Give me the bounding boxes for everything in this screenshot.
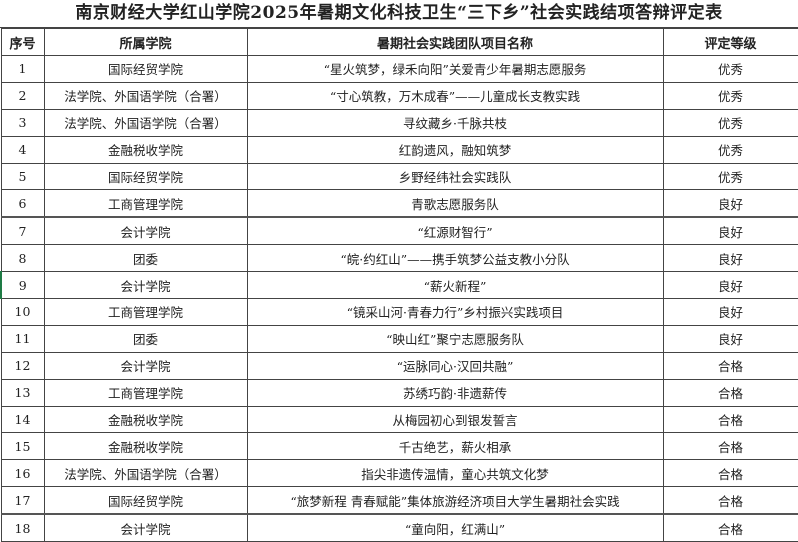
cell-grade[interactable]: 优秀 — [662, 55, 798, 83]
header-project[interactable]: 暑期社会实践团队项目名称 — [246, 28, 664, 56]
cell-index[interactable]: 4 — [0, 135, 45, 164]
cell-college[interactable]: 工商管理学院 — [43, 378, 248, 407]
table-row: 9 会计学院 “薪火新程” 良好 — [0, 271, 798, 300]
cell-index[interactable]: 9 — [0, 271, 45, 300]
cell-project[interactable]: “映山红”聚宁志愿服务队 — [246, 324, 664, 353]
cell-project[interactable]: “镜采山河·青春力行”乡村振兴实践项目 — [246, 298, 664, 326]
cell-grade[interactable]: 合格 — [662, 351, 798, 380]
evaluation-table: 序号 所属学院 暑期社会实践团队项目名称 评定等级 1 国际经贸学院 “星火筑梦，绿… — [0, 28, 798, 542]
table-row: 18 会计学院 “童向阳，红满山” 合格 — [0, 513, 798, 542]
header-college[interactable]: 所属学院 — [43, 28, 248, 56]
cell-index[interactable]: 18 — [0, 513, 45, 542]
cell-grade[interactable]: 优秀 — [662, 135, 798, 164]
cell-index[interactable]: 2 — [0, 81, 45, 110]
cell-index[interactable]: 1 — [0, 55, 45, 83]
table-row: 1 国际经贸学院 “星火筑梦，绿禾向阳”关爱青少年暑期志愿服务 优秀 — [0, 55, 798, 83]
cell-project[interactable]: “星火筑梦，绿禾向阳”关爱青少年暑期志愿服务 — [246, 55, 664, 83]
cell-grade[interactable]: 优秀 — [662, 108, 798, 137]
cell-college[interactable]: 国际经贸学院 — [43, 55, 248, 83]
cell-index[interactable]: 12 — [0, 351, 45, 380]
cell-college[interactable]: 会计学院 — [43, 513, 248, 542]
cell-college[interactable]: 团委 — [43, 324, 248, 353]
cell-college[interactable]: 国际经贸学院 — [43, 162, 248, 191]
cell-project[interactable]: 红韵遗风，融知筑梦 — [246, 135, 664, 164]
cell-project[interactable]: 乡野经纬社会实践队 — [246, 162, 664, 191]
cell-grade[interactable]: 合格 — [662, 486, 798, 516]
cell-grade[interactable]: 良好 — [662, 324, 798, 353]
cell-grade[interactable]: 合格 — [662, 378, 798, 407]
cell-college[interactable]: 会计学院 — [43, 351, 248, 380]
header-row: 序号 所属学院 暑期社会实践团队项目名称 评定等级 — [0, 28, 798, 56]
cell-index[interactable]: 8 — [0, 244, 45, 273]
cell-index[interactable]: 14 — [0, 405, 45, 434]
table-row: 11 团委 “映山红”聚宁志愿服务队 良好 — [0, 324, 798, 353]
cell-college[interactable]: 法学院、外国语学院（合署） — [43, 81, 248, 110]
cell-index[interactable]: 5 — [0, 162, 45, 191]
table-row: 2 法学院、外国语学院（合署） “寸心筑教，万木成春”——儿童成长支教实践 优秀 — [0, 81, 798, 110]
header-grade[interactable]: 评定等级 — [662, 28, 798, 56]
cell-grade[interactable]: 合格 — [662, 459, 798, 488]
cell-index[interactable]: 17 — [0, 486, 45, 516]
cell-project[interactable]: “薪火新程” — [246, 271, 664, 300]
cell-index[interactable]: 3 — [0, 108, 45, 137]
cell-college[interactable]: 金融税收学院 — [43, 405, 248, 434]
cell-college[interactable]: 工商管理学院 — [43, 298, 248, 326]
table-row: 10 工商管理学院 “镜采山河·青春力行”乡村振兴实践项目 良好 — [0, 298, 798, 326]
cell-college[interactable]: 团委 — [43, 244, 248, 273]
cell-college[interactable]: 会计学院 — [43, 271, 248, 300]
table-row: 17 国际经贸学院 “旅梦新程 青春赋能”集体旅游经济项目大学生暑期社会实践 合格 — [0, 486, 798, 516]
cell-college[interactable]: 国际经贸学院 — [43, 486, 248, 516]
cell-index[interactable]: 15 — [0, 432, 45, 461]
cell-project[interactable]: 苏绣巧韵·非遗薪传 — [246, 378, 664, 407]
cell-college[interactable]: 会计学院 — [43, 216, 248, 246]
cell-college[interactable]: 工商管理学院 — [43, 189, 248, 219]
cell-college[interactable]: 法学院、外国语学院（合署） — [43, 459, 248, 488]
cell-project[interactable]: “红源财智行” — [246, 216, 664, 246]
cell-college[interactable]: 法学院、外国语学院（合署） — [43, 108, 248, 137]
cell-index[interactable]: 16 — [0, 459, 45, 488]
table-row: 8 团委 “皖·约红山”——携手筑梦公益支教小分队 良好 — [0, 244, 798, 273]
cell-grade[interactable]: 良好 — [662, 216, 798, 246]
table-row: 16 法学院、外国语学院（合署） 指尖非遗传温情，童心共筑文化梦 合格 — [0, 459, 798, 488]
cell-project[interactable]: “旅梦新程 青春赋能”集体旅游经济项目大学生暑期社会实践 — [246, 486, 664, 516]
cell-project[interactable]: 指尖非遗传温情，童心共筑文化梦 — [246, 459, 664, 488]
table-row: 14 金融税收学院 从梅园初心到银发誓言 合格 — [0, 405, 798, 434]
cell-index[interactable]: 6 — [0, 189, 45, 219]
cell-project[interactable]: 青歌志愿服务队 — [246, 189, 664, 219]
header-index[interactable]: 序号 — [0, 28, 45, 56]
cell-grade[interactable]: 合格 — [662, 513, 798, 542]
table-row: 5 国际经贸学院 乡野经纬社会实践队 优秀 — [0, 162, 798, 191]
cell-project[interactable]: 寻纹藏乡·千脉共枝 — [246, 108, 664, 137]
cell-project[interactable]: “童向阳，红满山” — [246, 513, 664, 542]
cell-grade[interactable]: 良好 — [662, 244, 798, 273]
table-row: 7 会计学院 “红源财智行” 良好 — [0, 216, 798, 246]
cell-index[interactable]: 7 — [0, 216, 45, 246]
cell-grade[interactable]: 优秀 — [662, 162, 798, 191]
cell-project[interactable]: “寸心筑教，万木成春”——儿童成长支教实践 — [246, 81, 664, 110]
table-row: 12 会计学院 “运脉同心·汉回共融” 合格 — [0, 351, 798, 380]
cell-grade[interactable]: 优秀 — [662, 81, 798, 110]
table-row: 15 金融税收学院 千古绝艺，薪火相承 合格 — [0, 432, 798, 461]
cell-grade[interactable]: 合格 — [662, 405, 798, 434]
sheet-title: 南京财经大学红山学院2025年暑期文化科技卫生“三下乡”社会实践结项答辩评定表 — [0, 0, 798, 28]
cell-project[interactable]: “运脉同心·汉回共融” — [246, 351, 664, 380]
cell-project[interactable]: “皖·约红山”——携手筑梦公益支教小分队 — [246, 244, 664, 273]
cell-index[interactable]: 13 — [0, 378, 45, 407]
table-row: 6 工商管理学院 青歌志愿服务队 良好 — [0, 189, 798, 219]
table-row: 13 工商管理学院 苏绣巧韵·非遗薪传 合格 — [0, 378, 798, 407]
cell-grade[interactable]: 合格 — [662, 432, 798, 461]
cell-grade[interactable]: 良好 — [662, 189, 798, 219]
table-row: 4 金融税收学院 红韵遗风，融知筑梦 优秀 — [0, 135, 798, 164]
cell-project[interactable]: 从梅园初心到银发誓言 — [246, 405, 664, 434]
cell-index[interactable]: 11 — [0, 324, 45, 353]
cell-project[interactable]: 千古绝艺，薪火相承 — [246, 432, 664, 461]
cell-grade[interactable]: 良好 — [662, 271, 798, 300]
cell-grade[interactable]: 良好 — [662, 298, 798, 326]
table-row: 3 法学院、外国语学院（合署） 寻纹藏乡·千脉共枝 优秀 — [0, 108, 798, 137]
cell-index[interactable]: 10 — [0, 298, 45, 326]
cell-college[interactable]: 金融税收学院 — [43, 432, 248, 461]
cell-college[interactable]: 金融税收学院 — [43, 135, 248, 164]
